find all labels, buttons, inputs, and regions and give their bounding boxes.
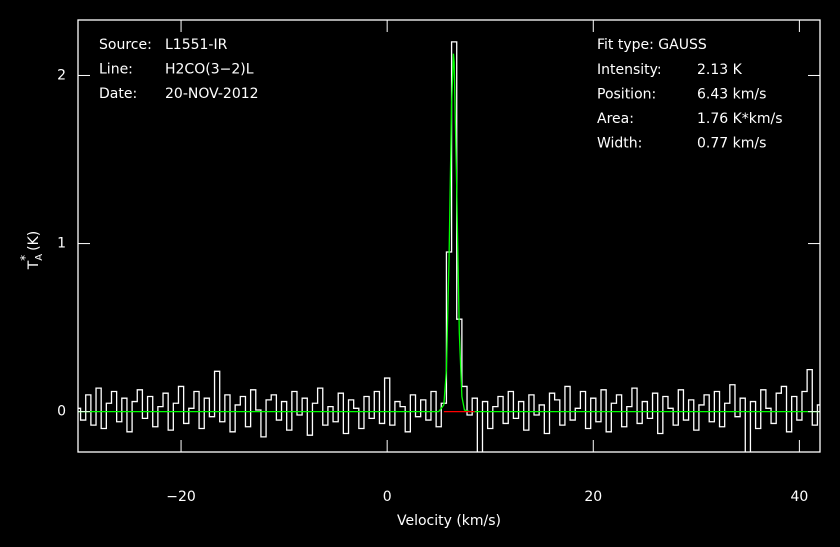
fit-value: 2.13 K [697,62,743,78]
fit-line [78,53,820,413]
x-tick-label: 40 [790,489,808,505]
x-tick-label: −20 [166,489,196,505]
fit-title: Fit type: GAUSS [597,37,707,53]
header-value: H2CO(3−2)L [165,62,254,78]
y-axis-label: TA* (K) [18,231,46,271]
y-label-sup: * [18,255,32,261]
x-tick-label: 0 [383,489,392,505]
fit-label: Area: [597,111,634,127]
fit-label: Position: [597,87,656,103]
header-label: Source: [99,37,152,53]
x-tick-label: 20 [584,489,602,505]
y-tick-label: 1 [57,236,66,252]
fit-value: 1.76 K*km/s [697,111,783,127]
fit-label: Width: [597,136,642,152]
y-tick-label: 2 [57,67,66,83]
header-value: 20-NOV-2012 [165,86,259,102]
fit-value: 6.43 km/s [697,87,766,103]
y-label-main: T [26,260,42,270]
y-tick-label: 0 [57,404,66,420]
y-label-unit: (K) [26,231,42,251]
fit-value: 0.77 km/s [697,136,766,152]
header-label: Line: [99,62,133,78]
fit-label: Intensity: [597,62,662,78]
header-value: L1551-IR [165,37,228,53]
y-label-sub: A [34,254,45,261]
header-label: Date: [99,86,137,102]
x-axis-label: Velocity (km/s) [397,513,501,529]
plot-frame [77,19,821,453]
